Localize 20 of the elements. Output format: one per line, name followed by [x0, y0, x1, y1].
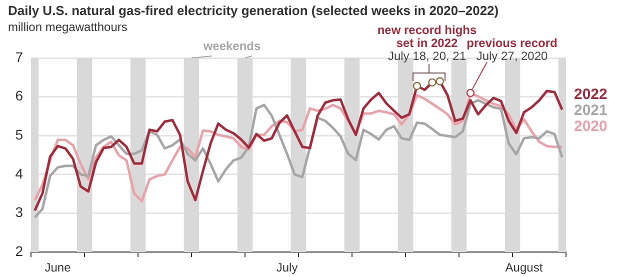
- y-tick-label: 4: [15, 165, 24, 182]
- x-tick-label: August: [505, 260, 544, 275]
- y-tick-label: 5: [15, 126, 24, 142]
- x-tick-label: July: [276, 260, 298, 275]
- point: [466, 88, 475, 98]
- point: [412, 82, 422, 90]
- y-tick-label: 3: [15, 204, 24, 220]
- series-label: 2022: [574, 86, 608, 103]
- y-axis-title: million megawatthours: [8, 20, 128, 34]
- x-tick-label: June: [44, 260, 72, 275]
- y-tick-label: 6: [15, 88, 24, 104]
- series-label: 2020: [574, 118, 608, 135]
- annotation: July 27, 2020: [476, 49, 548, 63]
- annotation: weekends: [202, 39, 261, 53]
- annotation: July 18, 20, 21: [388, 49, 466, 63]
- y-tick-label: 2: [15, 242, 24, 259]
- y-tick-label: 7: [15, 48, 24, 65]
- chart-title: Daily U.S. natural gas-fired electricity generation (selected weeks in 2020–2022): [8, 3, 499, 18]
- annotation: previous record: [466, 36, 558, 50]
- series-label: 2021: [574, 102, 608, 119]
